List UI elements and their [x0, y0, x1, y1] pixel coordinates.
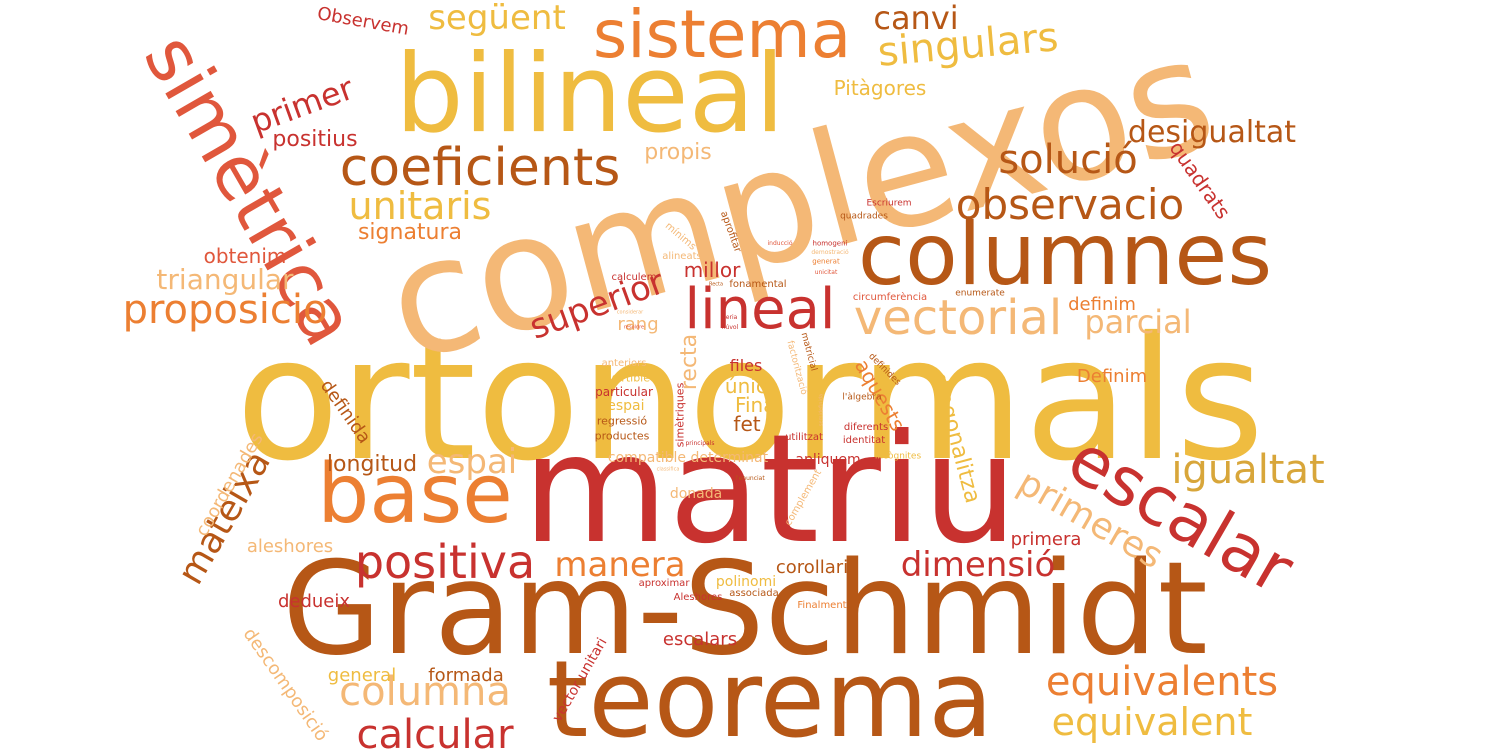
word-escriurem: Escriurem [866, 198, 912, 209]
word-propis: propis [644, 140, 712, 165]
word-induccio: inducció [767, 240, 793, 247]
word-aleshores-lc: aleshores [246, 536, 334, 557]
word-base: base [317, 447, 513, 542]
word-lalgebra: l'àlgebra [842, 392, 882, 403]
word-generat: generat [812, 257, 840, 266]
word-lenunciat: l'enunciat [735, 475, 765, 482]
word-compatible-determinat: compatible determinat [607, 450, 769, 466]
word-lineal: lineal [684, 277, 836, 342]
word-columna: columna [339, 669, 511, 715]
word-definim-uc: Definim [1076, 366, 1148, 387]
word-obtenim: obtenim [203, 244, 287, 268]
word-polinomi: polinomi [715, 574, 777, 590]
word-observacio: observacio [955, 180, 1185, 229]
word-general: general [327, 665, 397, 686]
word-coeficients: coeficients [339, 138, 621, 198]
word-invertible: invertible [597, 371, 651, 385]
word-final: Final [734, 393, 782, 417]
word-simetriques: simètriques [673, 382, 687, 448]
word-signatura: signatura [357, 220, 463, 245]
word-finalment: Finalment [797, 600, 847, 611]
word-positiva: positiva [354, 535, 536, 589]
word-considerar: considerar [616, 309, 644, 316]
word-pitagores: Pitàgores [833, 76, 927, 100]
word-aproximar: aproximar [638, 578, 690, 589]
word-bilineal: bilineal [395, 32, 785, 157]
word-igualtat: igualtat [1171, 447, 1325, 493]
word-fet: fet [733, 412, 761, 436]
word-espai: espai [426, 442, 518, 482]
word-circumferencia: circumferència [852, 292, 928, 303]
word-formada: formada [428, 665, 504, 686]
word-utilitzat: utilitzat [785, 432, 823, 443]
word-manera: manera [554, 545, 686, 585]
word-proposicio: proposicio [122, 287, 328, 333]
word-calculem: calculem [611, 272, 657, 283]
word-principals: principals [685, 440, 715, 447]
word-aleshores-uc: Aleshores [673, 592, 723, 603]
word-lespai: l'espai [599, 398, 645, 414]
word-positius: positius [272, 127, 358, 152]
word-ortonormals: ortonormals [235, 301, 1265, 499]
word-canvi: canvi [873, 0, 959, 37]
word-gram-schmidt: Gram-Schmidt [282, 535, 1208, 684]
word-apliquem: apliquem [795, 452, 861, 468]
word-unicitat: unicitat [814, 269, 838, 276]
word-columnes: columnes [857, 205, 1273, 305]
word-fonamental: fonamental [729, 279, 787, 290]
word-matriu: matriu [522, 403, 1018, 577]
word-millor: millor [683, 258, 741, 282]
word-resoldre: resoldre [623, 324, 645, 331]
word-unica: única [724, 374, 780, 398]
word-dedueix: dedueix [277, 591, 351, 612]
word-mateixa: mateixa [170, 443, 280, 592]
word-incognites: incògnites [874, 451, 922, 462]
word-identitat: identitat [842, 435, 886, 446]
word-diferents: diferents [843, 422, 889, 433]
word-corollari: corollari [775, 557, 849, 578]
word-associada: associada [729, 588, 779, 599]
word-unitaris: unitaris [348, 184, 492, 228]
word-observem: Observem [315, 3, 411, 40]
word-seria: seria [722, 314, 738, 321]
word-semidefinida: semidefinida [818, 393, 825, 427]
word-files: files [729, 356, 763, 375]
word-definim-lc: definim [1068, 294, 1136, 315]
word-sistema: sistema [592, 0, 852, 73]
word-demostracio: demostració [811, 249, 849, 256]
word-alineats: alineats [662, 251, 702, 262]
word-teorema: teorema [546, 638, 994, 750]
word-homogeni: homogeni [812, 239, 848, 248]
word-donada: donada [669, 486, 723, 502]
word-vectorial: vectorial [853, 290, 1063, 346]
word-regressio: regressió [596, 414, 648, 428]
word-anteriors: anteriors [601, 358, 647, 369]
word-solucio: solució [998, 137, 1138, 183]
word-parcial: parcial [1084, 303, 1192, 341]
word-equivalent: equivalent [1051, 700, 1253, 744]
word-desigualtat: desigualtat [1127, 115, 1297, 150]
word-calcular: calcular [356, 712, 514, 750]
word-escalars: escalars [662, 629, 738, 650]
word-equivalents: equivalents [1045, 659, 1279, 705]
word-longitud: longitud [326, 452, 418, 477]
word-productes: productes [594, 429, 650, 443]
word-recta-uc: Recta [708, 281, 724, 288]
word-primera: primera [1010, 529, 1082, 550]
word-rang: rang [617, 314, 659, 335]
word-triangular: triangular [156, 263, 294, 296]
word-enumerate: enumerate [955, 288, 1005, 299]
word-quadrades: quadrades [840, 211, 888, 222]
word-dimensio: dimensió [900, 545, 1056, 585]
word-particular: particular [595, 385, 653, 399]
word-seguent: següent [428, 0, 566, 38]
word-classifica: classifica [656, 466, 680, 473]
word-nuvol: núvol [721, 324, 739, 331]
